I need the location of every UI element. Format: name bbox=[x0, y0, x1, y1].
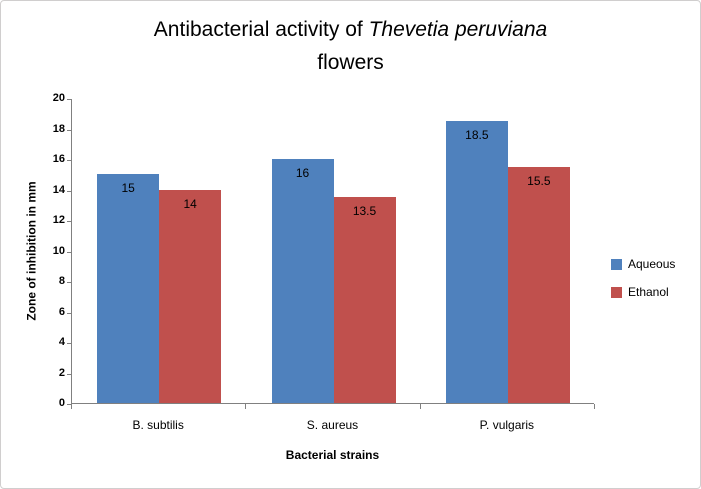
y-tick-mark bbox=[67, 129, 71, 131]
x-tick-mark bbox=[594, 404, 595, 409]
y-tick-label: 2 bbox=[58, 366, 65, 379]
y-tick-mark bbox=[67, 404, 71, 405]
y-tick-label: 12 bbox=[52, 214, 65, 226]
chart-title-line2: flowers bbox=[317, 50, 384, 74]
y-tick-mark bbox=[67, 99, 71, 100]
bar-ethanol-s-aureus: 13.5 bbox=[333, 197, 396, 403]
chart-title-prefix: Antibacterial activity of bbox=[153, 18, 369, 41]
category-label: S. aureus bbox=[306, 418, 359, 432]
legend-item-aqueous: Aqueous bbox=[611, 257, 675, 271]
legend-label-ethanol: Ethanol bbox=[628, 285, 669, 299]
bar-value-label: 15.5 bbox=[527, 173, 551, 188]
bar-aqueous-s-aureus: 16 bbox=[271, 159, 334, 403]
y-tick-label: 14 bbox=[52, 183, 65, 196]
legend-swatch-ethanol bbox=[611, 286, 622, 298]
bar-value-label: 16 bbox=[295, 166, 310, 180]
x-tick-mark bbox=[419, 404, 421, 409]
legend-item-ethanol: Ethanol bbox=[611, 285, 675, 299]
y-tick-label: 20 bbox=[52, 92, 65, 104]
bar-value-label: 14 bbox=[183, 196, 197, 211]
bar-aqueous-b-subtilis: 15 bbox=[97, 174, 160, 403]
chart-title-line1: Antibacterial activity of Thevetia peruv… bbox=[1, 14, 700, 47]
legend-swatch-aqueous bbox=[611, 258, 622, 270]
category-label: P. vulgaris bbox=[479, 418, 535, 432]
y-tick-mark bbox=[67, 221, 71, 222]
y-tick-label: 4 bbox=[58, 336, 65, 348]
bar-aqueous-p-vulgaris: 18.5 bbox=[445, 120, 508, 403]
y-tick-mark bbox=[67, 343, 71, 344]
y-tick-mark bbox=[67, 312, 71, 314]
bar-value-label: 15 bbox=[121, 181, 135, 196]
y-tick-mark bbox=[67, 160, 71, 161]
x-axis-title: Bacterial strains bbox=[285, 448, 380, 462]
bar-value-label: 18.5 bbox=[465, 127, 489, 142]
y-tick-label: 8 bbox=[58, 275, 65, 287]
y-tick-label: 10 bbox=[52, 244, 65, 257]
legend: Aqueous Ethanol bbox=[611, 257, 675, 299]
bar-value-label: 13.5 bbox=[352, 204, 377, 219]
bar-ethanol-b-subtilis: 14 bbox=[159, 189, 222, 403]
y-tick-label: 0 bbox=[58, 397, 65, 409]
chart-title: Antibacterial activity of Thevetia peruv… bbox=[1, 14, 700, 79]
legend-label-aqueous: Aqueous bbox=[628, 257, 676, 271]
y-tick-mark bbox=[67, 282, 71, 283]
x-tick-mark bbox=[245, 404, 247, 409]
x-tick-mark bbox=[71, 404, 72, 409]
y-tick-mark bbox=[67, 373, 71, 375]
plot-area: 15 14 16 13.5 18.5 15.5 bbox=[71, 99, 594, 404]
y-tick-mark bbox=[67, 190, 71, 192]
bar-ethanol-p-vulgaris: 15.5 bbox=[507, 166, 570, 403]
y-tick-label: 18 bbox=[52, 122, 65, 135]
y-tick-label: 6 bbox=[58, 305, 65, 318]
chart-title-species: Thevetia peruviana bbox=[368, 18, 548, 41]
y-tick-label: 16 bbox=[52, 153, 65, 165]
category-label: B. subtilis bbox=[132, 418, 184, 432]
y-tick-mark bbox=[67, 251, 71, 253]
